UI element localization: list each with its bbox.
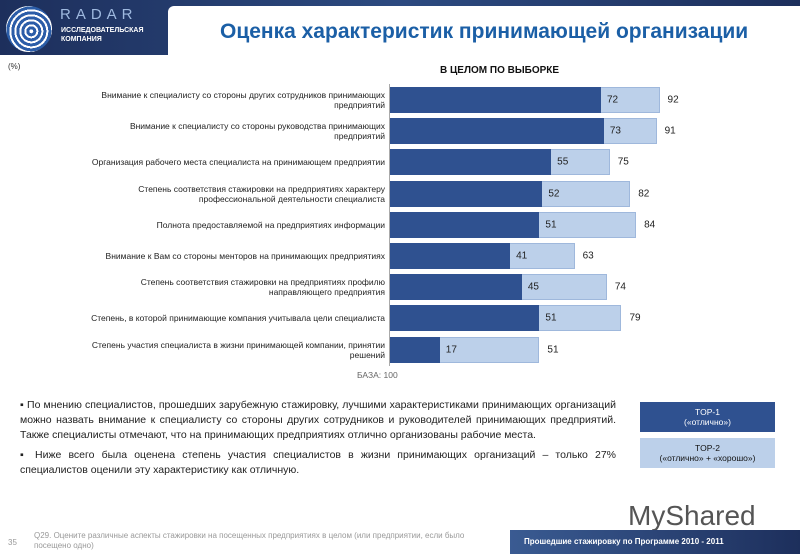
- category-label: Степень участия специалиста в жизни прин…: [91, 339, 385, 360]
- bullet-item: ▪ По мнению специалистов, прошедших зару…: [20, 399, 617, 441]
- bullet-list: ▪ По мнению специалистов, прошедших зару…: [20, 398, 616, 483]
- axis-line: [389, 84, 390, 366]
- category-label: Полнота предоставляемой на предприятиях …: [156, 219, 385, 230]
- base-value: 100: [383, 370, 398, 380]
- footer-band: [510, 530, 800, 554]
- value-label-top2: 82: [638, 188, 650, 200]
- bullet-text: Ниже всего была оценена степень участия …: [20, 449, 616, 476]
- header-title-area: [168, 6, 800, 55]
- category-label: Внимание к специалисту со стороны других…: [101, 90, 385, 110]
- value-label-top2: 63: [582, 250, 594, 262]
- value-label-top1: 41: [516, 250, 528, 262]
- value-label-top1: 17: [445, 344, 457, 356]
- value-label-top2: 74: [614, 281, 626, 293]
- category-label: Степень соответствия стажировки на предп…: [140, 277, 385, 298]
- base-label: БАЗА: 100: [357, 370, 398, 380]
- category-label: Внимание к специалисту со стороны руково…: [129, 121, 385, 142]
- bar-top1: [390, 305, 540, 332]
- brand-name: RADAR: [60, 6, 138, 23]
- page-title: Оценка характеристик принимающей организ…: [220, 20, 749, 43]
- watermark: MyShared: [628, 500, 756, 531]
- radar-logo-icon: [6, 6, 52, 52]
- bar-top1: [390, 87, 601, 113]
- category-label: Организация рабочего места специалиста н…: [91, 157, 385, 168]
- bar-top1: [390, 274, 522, 301]
- category-label: Степень соответствия стажировки на предп…: [138, 183, 385, 204]
- bar-top1: [390, 336, 440, 363]
- base-caption: БАЗА:: [357, 370, 382, 380]
- category-label: Внимание к Вам со стороны менторов на пр…: [105, 251, 385, 261]
- value-label-top2: 92: [667, 94, 679, 106]
- value-label-top1: 51: [545, 219, 557, 231]
- legend-top2: TOP-2 («отлично» + «хорошо»): [640, 438, 775, 468]
- value-label-top1: 52: [548, 188, 560, 200]
- value-label-top2: 51: [547, 344, 559, 356]
- value-label-top2: 79: [629, 312, 641, 324]
- bar-top1: [390, 243, 511, 269]
- bar-top1: [390, 118, 604, 145]
- value-label-top1: 45: [527, 281, 539, 293]
- bar-chart: Внимание к специалисту со стороны других…: [91, 84, 679, 366]
- bullet-text: По мнению специалистов, прошедших зарубе…: [20, 399, 617, 441]
- bar-top1: [390, 180, 543, 207]
- unit-label: (%): [8, 62, 21, 71]
- program-label: Прошедшие стажировку по Программе 2010 -…: [524, 537, 724, 546]
- legend-top1: TOP-1 («отлично»): [640, 402, 775, 432]
- chart-title: В ЦЕЛОМ ПО ВЫБОРКЕ: [440, 65, 560, 76]
- bullet-item: ▪ Ниже всего была оценена степень участи…: [20, 449, 616, 476]
- value-label-top2: 84: [644, 219, 656, 231]
- value-label-top1: 73: [609, 125, 621, 137]
- value-label-top1: 51: [545, 312, 557, 324]
- page-number: 35: [8, 538, 17, 547]
- value-label-top2: 75: [617, 156, 629, 168]
- value-label-top2: 91: [664, 125, 676, 137]
- category-label: Степень, в которой принимающие компания …: [91, 313, 385, 324]
- value-label-top1: 55: [557, 156, 569, 168]
- value-label-top1: 72: [606, 94, 619, 106]
- brand-subtitle: ИССЛЕДОВАТЕЛЬСКАЯ КОМПАНИЯ: [61, 27, 144, 43]
- bar-top1: [390, 211, 540, 238]
- question-note: Q29. Оцените различные аспекты стажировк…: [34, 531, 465, 550]
- bar-top1: [390, 149, 552, 176]
